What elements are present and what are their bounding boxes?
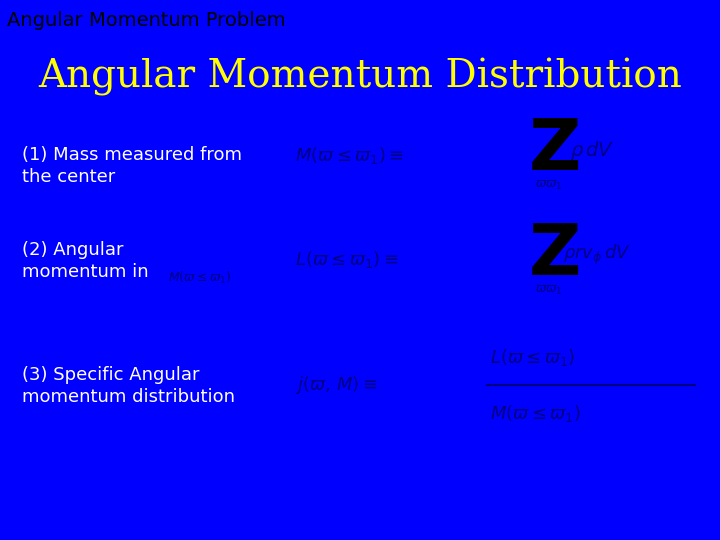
Text: momentum in: momentum in xyxy=(22,263,148,281)
Text: $j(\varpi,\,M) \equiv$: $j(\varpi,\,M) \equiv$ xyxy=(295,374,377,396)
Text: the center: the center xyxy=(22,168,115,186)
Text: (2) Angular: (2) Angular xyxy=(22,241,124,259)
Text: (3) Specific Angular: (3) Specific Angular xyxy=(22,366,199,384)
Text: (1) Mass measured from: (1) Mass measured from xyxy=(22,146,242,164)
Text: Angular Momentum Distribution: Angular Momentum Distribution xyxy=(38,58,682,96)
Text: $L(\varpi \leq \varpi_1)$: $L(\varpi \leq \varpi_1)$ xyxy=(490,347,575,368)
Text: $L(\varpi \leq \varpi_1) \equiv$: $L(\varpi \leq \varpi_1) \equiv$ xyxy=(295,249,398,271)
Text: Angular Momentum Problem: Angular Momentum Problem xyxy=(6,10,285,30)
Text: $\varpi\varpi_1$: $\varpi\varpi_1$ xyxy=(535,178,562,192)
Text: $\rho r v_\phi\,dV$: $\rho r v_\phi\,dV$ xyxy=(563,243,631,267)
Text: momentum distribution: momentum distribution xyxy=(22,388,235,406)
Text: $M(\varpi \leq \varpi_1) \equiv$: $M(\varpi \leq \varpi_1) \equiv$ xyxy=(295,145,404,165)
Text: $M(\varpi \leq \varpi_1)$: $M(\varpi \leq \varpi_1)$ xyxy=(490,402,581,423)
Text: $\varpi\varpi_1$: $\varpi\varpi_1$ xyxy=(535,284,562,296)
Text: $\rho\,dV$: $\rho\,dV$ xyxy=(570,138,614,161)
Text: $\mathbf{Z}$: $\mathbf{Z}$ xyxy=(528,220,579,291)
Text: $M(\varpi\leq\varpi_1)$: $M(\varpi\leq\varpi_1)$ xyxy=(168,270,232,286)
Text: $\mathbf{Z}$: $\mathbf{Z}$ xyxy=(528,114,579,185)
